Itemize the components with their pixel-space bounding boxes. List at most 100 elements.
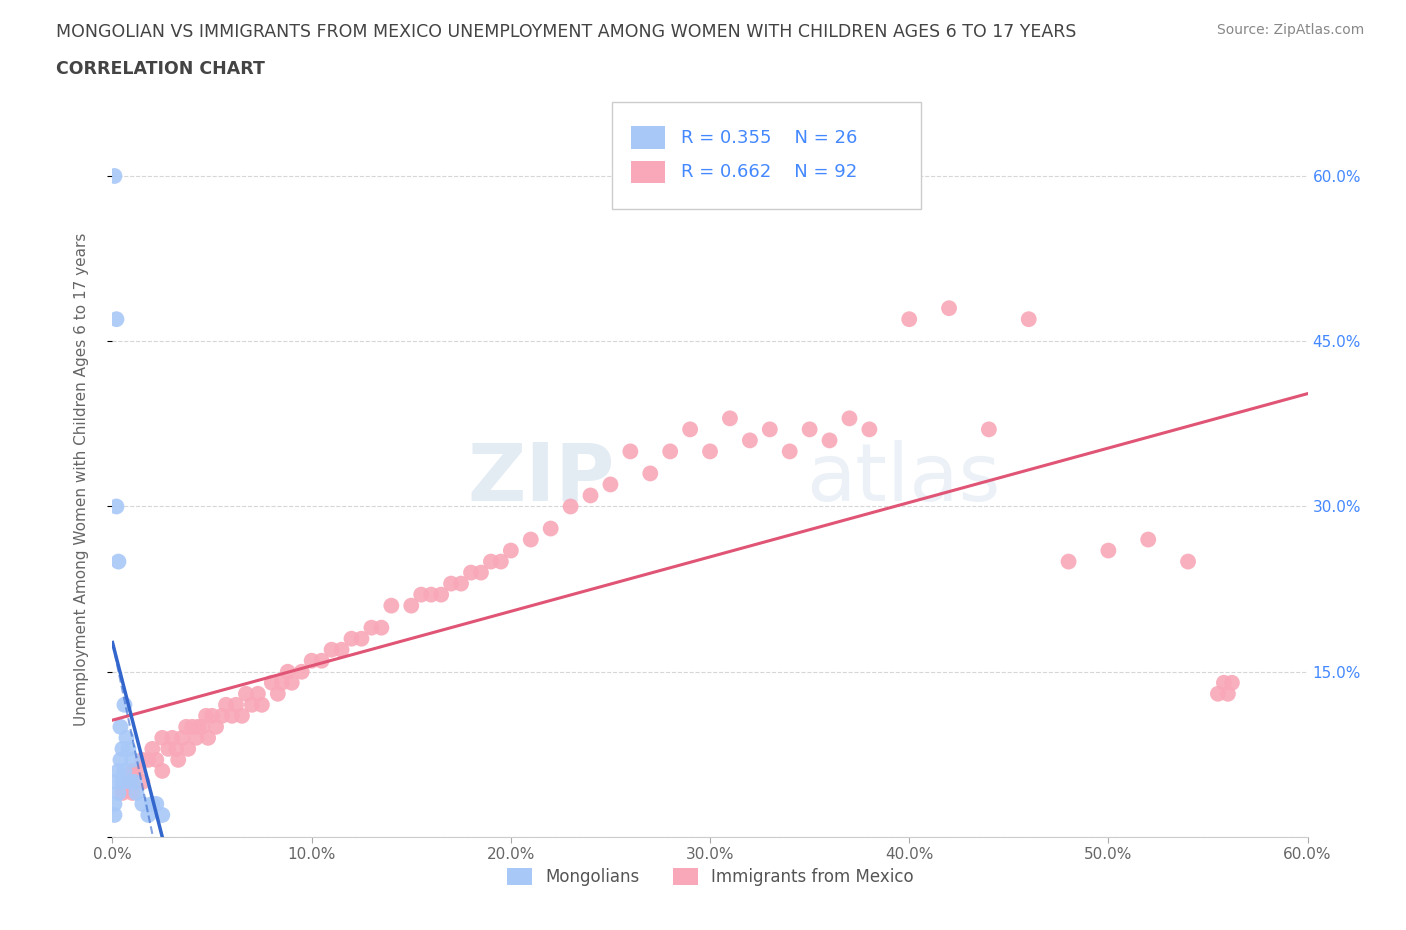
Point bbox=[174, 720, 197, 735]
Point bbox=[186, 730, 208, 745]
Point bbox=[235, 686, 257, 701]
Point bbox=[401, 598, 423, 613]
Point bbox=[411, 587, 433, 602]
Point bbox=[121, 764, 143, 778]
Text: Source: ZipAtlas.com: Source: ZipAtlas.com bbox=[1216, 23, 1364, 37]
Point bbox=[350, 631, 373, 646]
Point bbox=[211, 709, 233, 724]
Point bbox=[117, 775, 139, 790]
Point bbox=[579, 488, 602, 503]
Point bbox=[195, 709, 218, 724]
Point bbox=[260, 675, 283, 690]
Point bbox=[1177, 554, 1199, 569]
Point bbox=[489, 554, 512, 569]
Point bbox=[718, 411, 741, 426]
Point bbox=[138, 752, 160, 767]
Point bbox=[240, 698, 263, 712]
Point bbox=[640, 466, 662, 481]
Point bbox=[114, 764, 135, 778]
Point bbox=[181, 720, 204, 735]
Point bbox=[125, 764, 148, 778]
Point bbox=[1216, 686, 1239, 701]
Point bbox=[360, 620, 382, 635]
Point bbox=[205, 720, 228, 735]
Legend: Mongolians, Immigrants from Mexico: Mongolians, Immigrants from Mexico bbox=[501, 861, 920, 893]
Point bbox=[114, 698, 135, 712]
Point bbox=[131, 752, 153, 767]
Point bbox=[277, 664, 299, 679]
Point bbox=[938, 300, 960, 315]
Point bbox=[162, 730, 183, 745]
Point bbox=[246, 686, 269, 701]
Point bbox=[131, 775, 153, 790]
Point bbox=[201, 709, 224, 724]
Point bbox=[560, 499, 582, 514]
Point bbox=[221, 709, 243, 724]
Point bbox=[1213, 675, 1236, 690]
Point bbox=[231, 709, 253, 724]
Point bbox=[111, 775, 134, 790]
Point bbox=[107, 554, 129, 569]
Point bbox=[250, 698, 273, 712]
Point bbox=[1137, 532, 1160, 547]
Point bbox=[138, 807, 160, 822]
Point bbox=[115, 730, 138, 745]
Point bbox=[1097, 543, 1119, 558]
Point bbox=[1057, 554, 1080, 569]
Text: R = 0.355    N = 26: R = 0.355 N = 26 bbox=[681, 128, 856, 147]
Point bbox=[699, 444, 721, 458]
Point bbox=[430, 587, 453, 602]
Point bbox=[131, 796, 153, 811]
Text: CORRELATION CHART: CORRELATION CHART bbox=[56, 60, 266, 78]
Point bbox=[738, 433, 761, 448]
Point bbox=[215, 698, 238, 712]
Text: R = 0.662    N = 92: R = 0.662 N = 92 bbox=[681, 163, 856, 181]
Point bbox=[838, 411, 860, 426]
Point bbox=[121, 786, 143, 801]
Point bbox=[103, 168, 125, 183]
Point bbox=[311, 653, 333, 668]
Point bbox=[460, 565, 482, 580]
Point bbox=[177, 741, 200, 756]
Point bbox=[150, 764, 173, 778]
Point bbox=[470, 565, 492, 580]
Point bbox=[977, 422, 1000, 437]
Point bbox=[145, 796, 167, 811]
Point bbox=[301, 653, 323, 668]
Point bbox=[499, 543, 522, 558]
Point bbox=[619, 444, 641, 458]
Y-axis label: Unemployment Among Women with Children Ages 6 to 17 years: Unemployment Among Women with Children A… bbox=[75, 232, 89, 725]
Point bbox=[111, 786, 134, 801]
Point bbox=[157, 741, 180, 756]
Point bbox=[599, 477, 621, 492]
Point bbox=[107, 786, 129, 801]
Text: atlas: atlas bbox=[806, 440, 1000, 518]
Point bbox=[107, 764, 129, 778]
Point bbox=[197, 730, 219, 745]
Point bbox=[659, 444, 682, 458]
Point bbox=[172, 730, 194, 745]
Point bbox=[110, 720, 132, 735]
Point bbox=[141, 796, 163, 811]
Point bbox=[167, 752, 190, 767]
Point bbox=[103, 807, 125, 822]
Point bbox=[125, 786, 148, 801]
Point bbox=[479, 554, 502, 569]
Point bbox=[117, 741, 139, 756]
Text: MONGOLIAN VS IMMIGRANTS FROM MEXICO UNEMPLOYMENT AMONG WOMEN WITH CHILDREN AGES : MONGOLIAN VS IMMIGRANTS FROM MEXICO UNEM… bbox=[56, 23, 1077, 41]
Point bbox=[799, 422, 821, 437]
Point bbox=[124, 775, 146, 790]
Point bbox=[779, 444, 801, 458]
Point bbox=[1220, 675, 1243, 690]
Text: ZIP: ZIP bbox=[467, 440, 614, 518]
Point bbox=[679, 422, 702, 437]
Point bbox=[225, 698, 247, 712]
Point bbox=[818, 433, 841, 448]
Point bbox=[121, 752, 143, 767]
Point bbox=[450, 577, 472, 591]
Point bbox=[759, 422, 782, 437]
Point bbox=[187, 720, 209, 735]
Point bbox=[898, 312, 921, 326]
Point bbox=[110, 752, 132, 767]
Point bbox=[420, 587, 443, 602]
